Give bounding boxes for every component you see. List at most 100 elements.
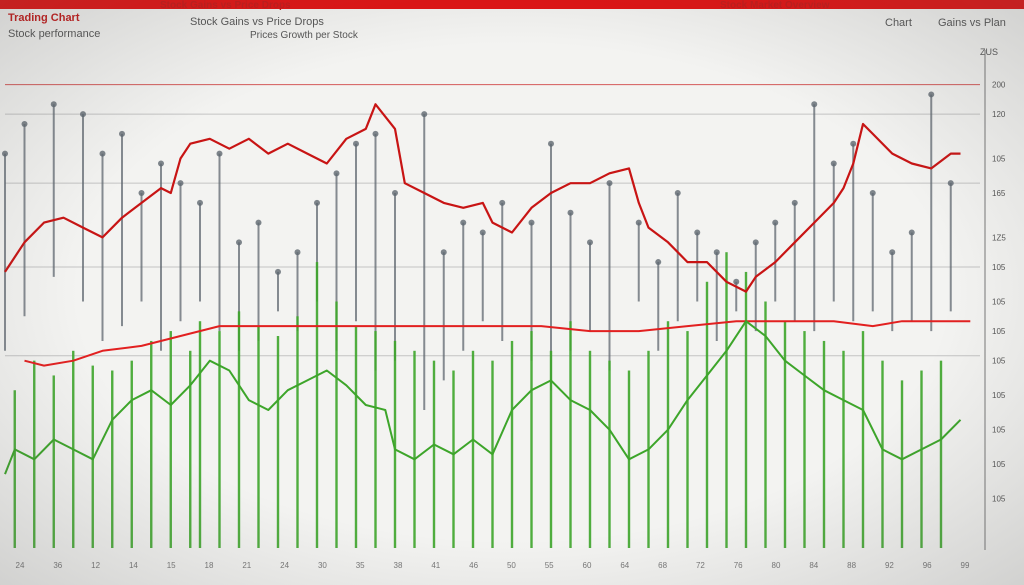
volume-bar [822, 340, 826, 548]
x-axis-ticks: 24 36 12 14 15 18 21 24 30 35 38 41 46 50 55 60 64 68 72 76… [16, 561, 970, 570]
y-axis-ticks: 200 120 105 165 1Z5 105 105 105 105 105 105 105 105 [992, 81, 1006, 504]
stem-dot [440, 249, 447, 256]
y-tick-label: 1Z5 [992, 233, 1006, 242]
stem-dot [99, 150, 106, 157]
stem-dot [236, 239, 242, 246]
y-tick-label: 105 [992, 263, 1006, 272]
volume-bar [764, 301, 767, 548]
x-tick-label: 55 [545, 561, 554, 570]
y-tick-label: 105 [992, 155, 1006, 164]
volume-bar [900, 380, 904, 548]
volume-bar [169, 331, 172, 548]
x-tick-label: 96 [923, 561, 932, 570]
y-tick-label: 105 [992, 357, 1006, 366]
x-tick-label: 12 [91, 561, 100, 570]
x-tick-label: 84 [809, 561, 818, 570]
volume-bar [939, 360, 943, 548]
volume-bar [413, 350, 416, 548]
stem-dot [655, 259, 662, 266]
stem-dot [791, 199, 798, 206]
x-tick-label: 36 [53, 561, 62, 570]
stem-dot [421, 111, 428, 118]
volume-bar [744, 271, 748, 548]
stem-dot [635, 219, 642, 226]
stem-dot [587, 239, 593, 246]
volume-bar [549, 350, 553, 548]
volume-bar [111, 370, 114, 548]
x-tick-label: 99 [961, 561, 970, 570]
stem-dot [811, 101, 818, 108]
volume-bar [218, 331, 221, 548]
volume-bars [13, 252, 943, 548]
volume-bar [452, 370, 455, 548]
volume-bar [257, 326, 260, 548]
stem-dot [908, 229, 915, 236]
x-tick-label: 76 [734, 561, 743, 570]
volume-bar [803, 331, 806, 548]
stem-dot [830, 160, 837, 167]
volume-bar [276, 336, 280, 548]
header-center-subtitle: Prices Growth per Stock [250, 30, 358, 41]
stem-dot [50, 101, 57, 108]
stem-dot [392, 190, 398, 197]
y-tick-label: 105 [992, 426, 1006, 435]
stem-dot [353, 140, 359, 147]
x-tick-label: 24 [16, 561, 25, 570]
stem-dot [606, 180, 613, 187]
volume-bar [354, 326, 358, 548]
stem-dot [216, 150, 223, 157]
stem-dot [548, 140, 554, 147]
volume-bar [471, 350, 475, 548]
x-tick-label: 21 [242, 561, 251, 570]
x-tick-label: 64 [620, 561, 629, 570]
y-tick-label: 120 [992, 110, 1006, 119]
y-tick-label: 105 [992, 298, 1006, 307]
series-line [24, 320, 971, 367]
x-tick-label: 88 [847, 561, 856, 570]
header-right-title: Stock Market Overview [720, 0, 830, 11]
header-center-kicker: Stock Gains vs Price Drops [160, 0, 291, 11]
series-line [4, 320, 962, 475]
stem-dot [21, 121, 28, 128]
stem-dot [372, 130, 379, 137]
volume-bar [920, 370, 923, 548]
header-left-subtitle: Stock performance [8, 28, 101, 40]
volume-bar [13, 390, 16, 548]
volume-bar [705, 281, 709, 548]
volume-bar [725, 252, 728, 548]
axis-unit-label: ZUS [980, 47, 998, 57]
x-tick-label: 68 [658, 561, 667, 570]
header-center-title: Stock Gains vs Price Drops [190, 16, 324, 28]
stem-dot [694, 229, 701, 236]
volume-bar [842, 350, 845, 548]
x-tick-label: 15 [167, 561, 176, 570]
y-tick-label: 105 [992, 391, 1006, 400]
stem-dot [889, 249, 896, 256]
stem-dot [80, 111, 86, 118]
volume-bar [569, 321, 572, 548]
stem-dot [674, 190, 681, 197]
volume-bar [861, 331, 865, 548]
stem-dot [869, 190, 876, 197]
x-tick-label: 18 [205, 561, 214, 570]
stem-dot [733, 278, 740, 285]
top-accent-bar [0, 0, 1024, 9]
stem-dot [713, 249, 720, 256]
volume-bar [783, 321, 787, 548]
series-line [4, 103, 961, 293]
volume-bar [432, 360, 436, 548]
x-tick-label: 30 [318, 561, 327, 570]
volume-bar [510, 340, 514, 548]
volume-bar [530, 331, 533, 548]
x-tick-label: 72 [696, 561, 705, 570]
stem-layer [2, 91, 954, 410]
stem-dot [567, 209, 574, 216]
x-tick-label: 92 [885, 561, 894, 570]
volume-bar [150, 340, 153, 548]
volume-bar [666, 321, 670, 548]
volume-bar [608, 360, 611, 548]
stem-dot [928, 91, 935, 98]
stem-dot [460, 219, 467, 226]
stem-dot [333, 170, 340, 177]
